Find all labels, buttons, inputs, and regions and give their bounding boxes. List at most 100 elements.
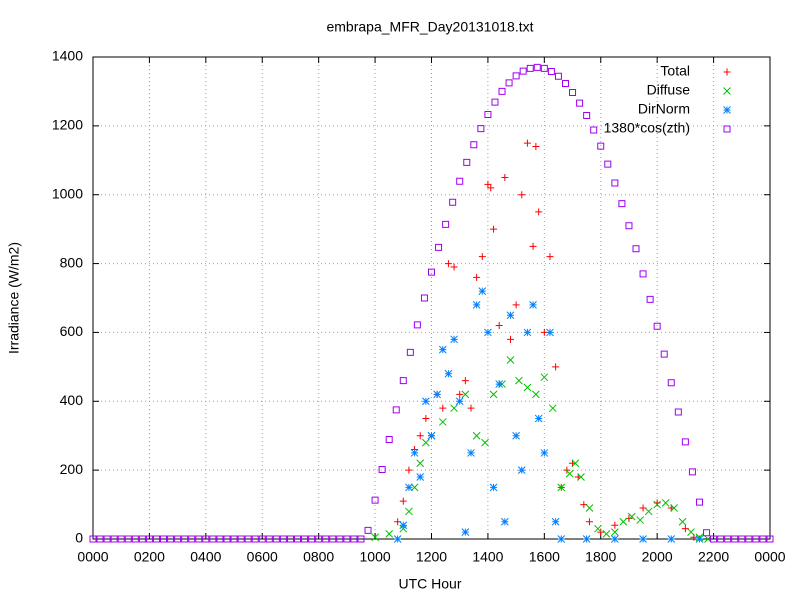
point [529, 242, 537, 250]
point [489, 483, 498, 492]
point [582, 535, 591, 543]
point [152, 535, 160, 543]
point [405, 483, 413, 492]
point [428, 268, 435, 276]
point [490, 225, 498, 233]
point [627, 512, 636, 521]
x-tick-label: 1200 [416, 549, 447, 565]
point [636, 516, 645, 524]
point [517, 466, 526, 474]
legend-label: 1380*cos(zth) [604, 120, 690, 136]
point [484, 110, 492, 118]
point [420, 294, 428, 302]
point [681, 438, 689, 446]
point [237, 535, 245, 543]
point [399, 377, 407, 385]
point [548, 404, 557, 413]
point [422, 415, 430, 422]
point [515, 376, 523, 385]
point [450, 404, 458, 413]
y-axis-label: Irradiance (W/m2) [6, 242, 22, 354]
point [406, 348, 414, 356]
point [745, 535, 753, 543]
point [602, 529, 611, 538]
y-tick-label: 0 [75, 530, 83, 546]
point [512, 72, 520, 80]
point [546, 253, 554, 261]
point [315, 535, 323, 543]
point [484, 328, 492, 337]
point [438, 418, 447, 426]
point [590, 126, 598, 134]
point [653, 322, 661, 330]
x-tick-label: 0600 [247, 549, 278, 565]
point [450, 335, 458, 344]
point [467, 449, 475, 457]
point [532, 390, 540, 399]
point [646, 295, 654, 303]
point [498, 87, 506, 95]
point [674, 408, 682, 416]
point [467, 404, 475, 412]
point [604, 160, 612, 168]
point [392, 406, 400, 414]
point [145, 535, 153, 543]
point [195, 535, 203, 543]
point [477, 125, 485, 133]
point [534, 414, 543, 423]
point [131, 535, 139, 543]
point [611, 521, 619, 529]
point [695, 535, 704, 543]
x-tick-label: 0400 [190, 549, 221, 565]
x-tick-label: 2000 [642, 549, 673, 565]
point [110, 535, 118, 543]
point [167, 535, 175, 543]
point [435, 243, 443, 251]
point [272, 535, 280, 543]
point [322, 535, 330, 543]
point [301, 535, 309, 543]
point [416, 432, 424, 440]
x-tick-label: 1600 [529, 549, 560, 565]
point [551, 517, 560, 526]
point [422, 438, 430, 447]
legend-marker [723, 68, 731, 76]
point [336, 535, 344, 543]
point [523, 139, 531, 147]
point [202, 535, 210, 543]
point [124, 535, 132, 543]
point [450, 263, 458, 271]
point [209, 535, 217, 543]
point [535, 208, 543, 216]
legend-label: Total [660, 63, 690, 79]
y-tick-label: 600 [60, 323, 84, 339]
point [554, 72, 562, 80]
point [487, 184, 495, 192]
legend-label: Diffuse [647, 82, 691, 98]
point [438, 345, 447, 354]
point [585, 504, 594, 512]
point [501, 174, 509, 181]
point [660, 350, 668, 358]
y-tick-label: 1000 [52, 185, 83, 201]
point [731, 535, 739, 543]
point [160, 535, 168, 543]
point [611, 535, 619, 543]
point [410, 483, 419, 492]
point [512, 301, 520, 309]
point [286, 535, 294, 543]
x-tick-label: 2200 [698, 549, 729, 565]
point [470, 141, 478, 149]
point [533, 63, 541, 71]
point [188, 535, 196, 543]
point [752, 535, 760, 543]
point [639, 535, 647, 543]
point [518, 191, 526, 199]
point [611, 179, 619, 187]
point [585, 518, 593, 526]
point [416, 473, 425, 481]
point [103, 535, 111, 543]
point [371, 496, 379, 504]
point [526, 64, 534, 72]
